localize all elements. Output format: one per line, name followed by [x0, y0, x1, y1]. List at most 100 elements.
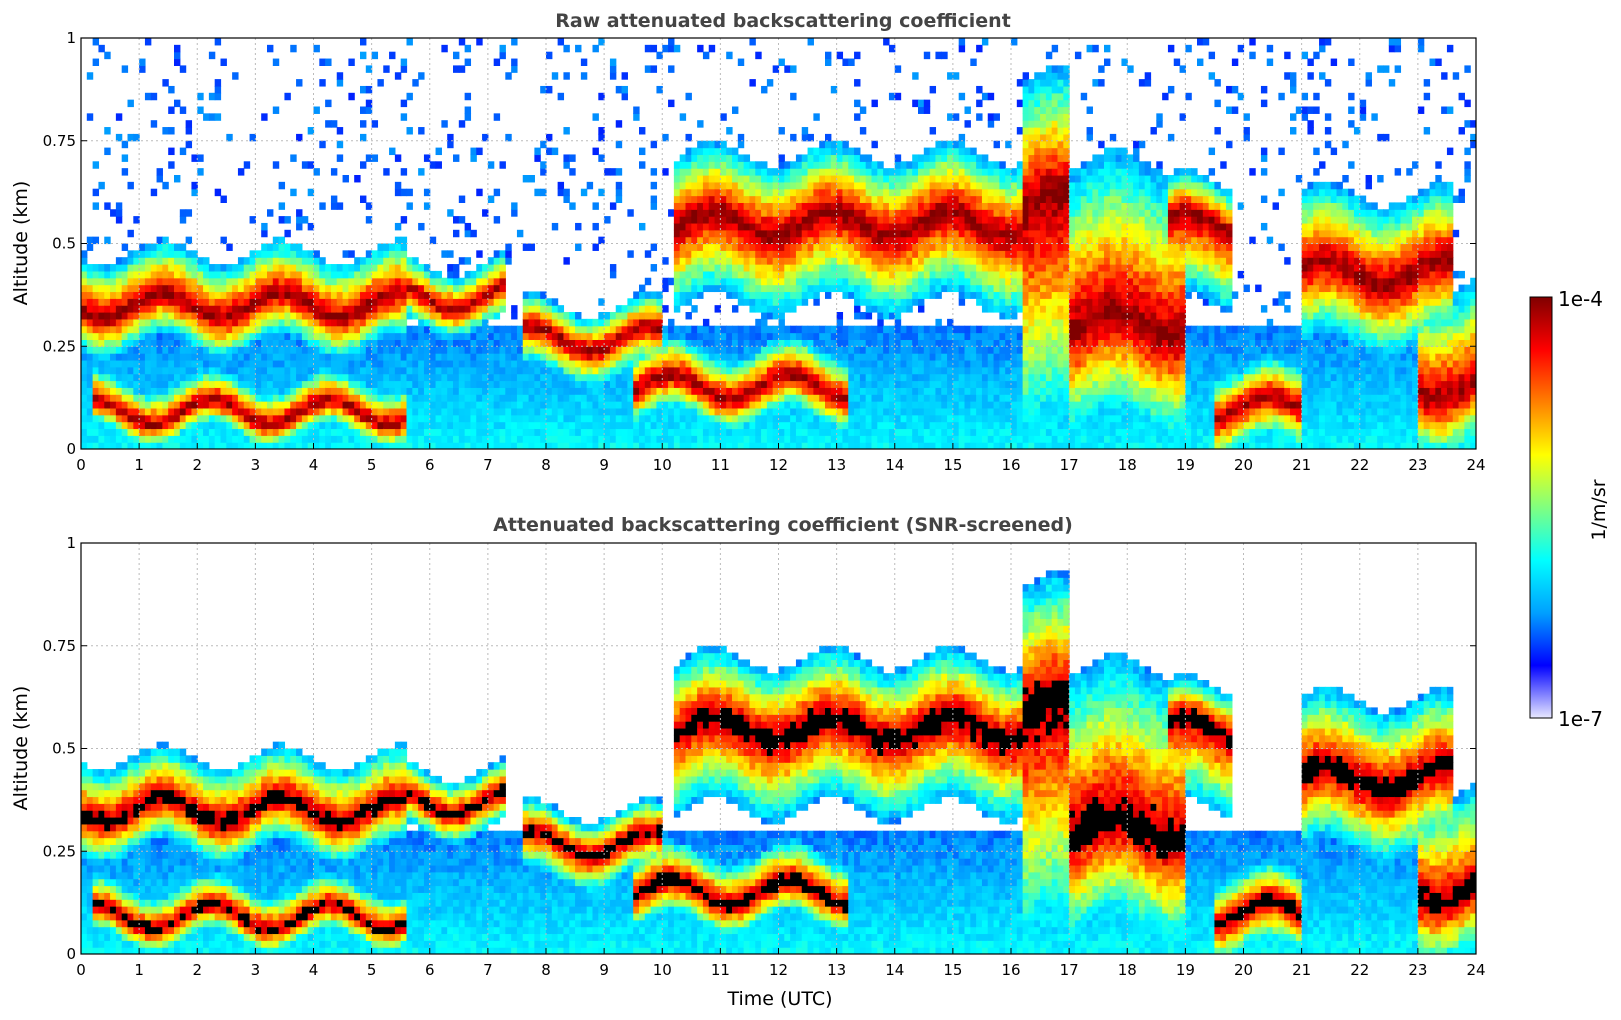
heatmap-cell — [319, 346, 326, 354]
heatmap-cell — [168, 318, 175, 327]
heatmap-cell — [447, 353, 454, 361]
heatmap-cell — [737, 359, 745, 368]
heatmap-cell — [598, 325, 605, 334]
heatmap-cell — [871, 401, 878, 409]
heatmap-cell — [580, 407, 588, 416]
heatmap-cell — [929, 222, 937, 231]
heatmap-cell — [208, 414, 216, 423]
heatmap-cell — [377, 250, 384, 258]
heatmap-cell — [830, 168, 838, 176]
heatmap-cell — [313, 298, 320, 306]
heatmap-cell — [615, 421, 623, 430]
heatmap-cell — [406, 373, 413, 382]
heatmap-cell — [162, 428, 169, 436]
heatmap-cell — [406, 291, 413, 299]
heatmap-cell — [528, 387, 535, 395]
heatmap-cell — [272, 312, 280, 320]
heatmap-cell — [668, 359, 675, 368]
heatmap-cell — [313, 353, 320, 361]
heatmap-cell — [464, 359, 472, 368]
heatmap-cell — [150, 346, 158, 354]
heatmap-cell — [557, 394, 565, 402]
heatmap-cell — [702, 154, 710, 162]
heatmap-cell — [912, 250, 919, 258]
heatmap-cell — [511, 332, 518, 340]
heatmap-cell — [912, 414, 919, 423]
heatmap-cell — [144, 277, 152, 286]
heatmap-cell — [900, 305, 907, 313]
heatmap-cell — [296, 298, 303, 306]
heatmap-cell — [441, 318, 448, 327]
heatmap-cell — [790, 298, 797, 306]
heatmap-cell — [825, 421, 832, 430]
heatmap-cell — [226, 346, 233, 354]
heatmap-cell — [162, 407, 169, 416]
heatmap-cell — [627, 387, 634, 395]
heatmap-cell — [941, 359, 948, 368]
heatmap-cell — [278, 421, 286, 430]
heatmap-cell — [784, 298, 791, 306]
heatmap-cell — [511, 65, 518, 73]
heatmap-cell — [656, 373, 663, 382]
heatmap-cell — [179, 216, 187, 224]
heatmap-cell — [110, 209, 117, 217]
heatmap-cell — [342, 421, 349, 430]
heatmap-cell — [557, 387, 565, 395]
heatmap-cell — [226, 305, 233, 313]
heatmap-cell — [650, 421, 658, 430]
heatmap-cell — [185, 353, 193, 361]
heatmap-cell — [755, 442, 762, 449]
heatmap-cell — [470, 312, 477, 320]
heatmap-cell — [772, 250, 780, 258]
heatmap-cell — [877, 188, 884, 197]
heatmap-cell — [197, 435, 204, 443]
heatmap-cell — [255, 414, 262, 423]
heatmap-cell — [540, 394, 547, 402]
heatmap-cell — [918, 414, 925, 423]
heatmap-cell — [133, 257, 140, 265]
heatmap-cell — [691, 175, 698, 183]
heatmap-cell — [464, 305, 472, 313]
heatmap-cell — [673, 168, 681, 176]
heatmap-cell — [197, 394, 204, 402]
heatmap-cell — [313, 346, 320, 354]
heatmap-cell — [941, 394, 948, 402]
heatmap-cell — [679, 188, 687, 197]
heatmap-cell — [743, 264, 751, 272]
heatmap-cell — [121, 346, 129, 354]
heatmap-cell — [871, 188, 878, 197]
heatmap-cell — [900, 421, 907, 430]
heatmap-cell — [307, 359, 315, 368]
heatmap-cell — [720, 209, 727, 217]
heatmap-cell — [883, 202, 890, 210]
heatmap-cell — [941, 353, 948, 361]
heatmap-cell — [139, 346, 146, 354]
heatmap-cell — [400, 113, 408, 121]
heatmap-cell — [301, 414, 309, 423]
heatmap-cell — [871, 428, 878, 436]
heatmap-cell — [127, 428, 134, 436]
heatmap-cell — [325, 401, 332, 409]
heatmap-cell — [813, 202, 820, 210]
heatmap-cell — [894, 195, 902, 203]
heatmap-cell — [691, 332, 698, 340]
heatmap-cell — [586, 359, 594, 368]
heatmap-cell — [307, 270, 315, 279]
heatmap-cell — [551, 401, 559, 409]
heatmap-cell — [330, 353, 338, 361]
heatmap-cell — [702, 353, 710, 361]
heatmap-cell — [639, 291, 646, 299]
heatmap-cell — [115, 298, 123, 306]
heatmap-cell — [702, 175, 710, 183]
heatmap-cell — [702, 161, 710, 169]
heatmap-cell — [836, 284, 844, 293]
heatmap-cell — [644, 353, 652, 361]
heatmap-cell — [842, 161, 849, 169]
heatmap-cell — [255, 353, 262, 361]
heatmap-cell — [813, 270, 820, 279]
heatmap-cell — [604, 346, 611, 354]
heatmap-cell — [336, 284, 344, 293]
heatmap-cell — [732, 414, 739, 423]
heatmap-cell — [185, 435, 193, 443]
heatmap-cell — [546, 85, 553, 94]
